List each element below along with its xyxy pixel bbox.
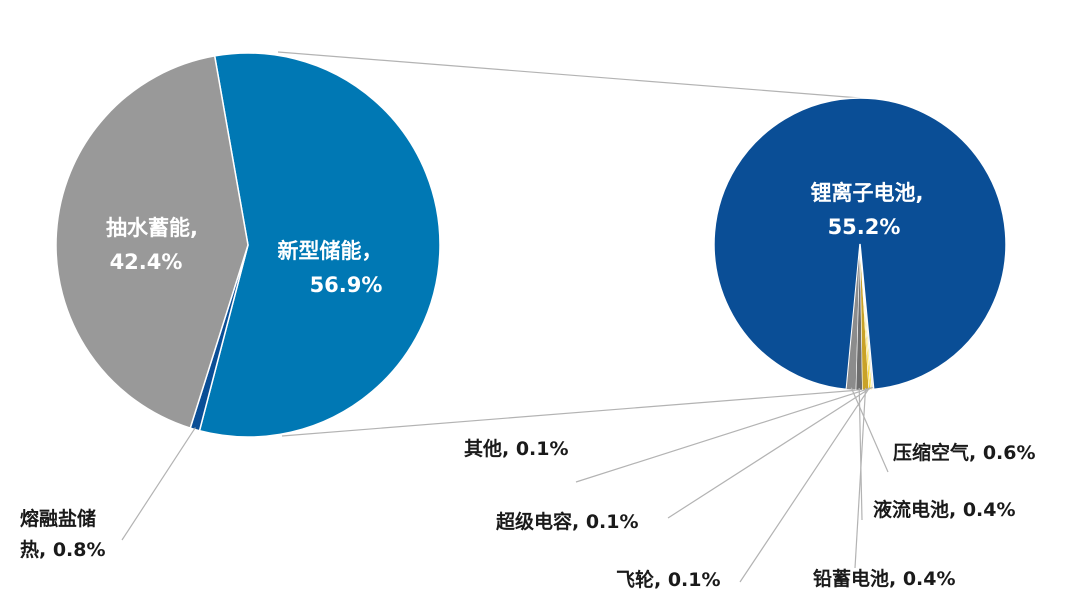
label-storage-new-value: 56.9% <box>310 273 383 297</box>
label-molten-salt-value: 热, 0.8% <box>20 538 106 561</box>
slice-new-storage <box>198 52 441 438</box>
leader-line <box>739 387 871 583</box>
label-storage-new-name: 新型储能， <box>278 239 383 263</box>
label-compressed-air: 压缩空气, 0.6% <box>893 441 1036 464</box>
breakdown-pie <box>713 97 1007 391</box>
label-molten-salt-name: 熔融盐储 <box>20 507 96 530</box>
connector-bottom <box>281 389 861 437</box>
slice-pumped-hydro <box>55 55 249 430</box>
label-pumped-hydro-name: 抽水蓄能, <box>106 216 198 240</box>
leader-lines <box>121 386 889 583</box>
leader-line <box>121 427 196 541</box>
label-flow-battery: 液流电池, 0.4% <box>873 498 1016 521</box>
connector-lines <box>277 51 861 437</box>
label-pumped-hydro-value: 42.4% <box>110 250 183 274</box>
label-li-ion-name: 锂离子电池, <box>811 181 924 205</box>
label-supercapacitor: 超级电容, 0.1% <box>495 510 639 533</box>
slice-other <box>859 243 875 390</box>
leader-line <box>858 387 863 521</box>
leader-line <box>575 386 873 483</box>
label-flywheel: 飞轮, 0.1% <box>616 568 721 591</box>
label-other: 其他, 0.1% <box>464 437 569 460</box>
leader-line <box>667 387 872 519</box>
label-li-ion-value: 55.2% <box>828 215 901 239</box>
connector-top <box>277 51 861 99</box>
main-pie <box>55 52 441 438</box>
slice-li-ion <box>713 97 1007 391</box>
label-lead-acid: 铅蓄电池, 0.4% <box>813 567 956 590</box>
leader-line <box>854 387 867 569</box>
leader-line <box>850 387 889 473</box>
